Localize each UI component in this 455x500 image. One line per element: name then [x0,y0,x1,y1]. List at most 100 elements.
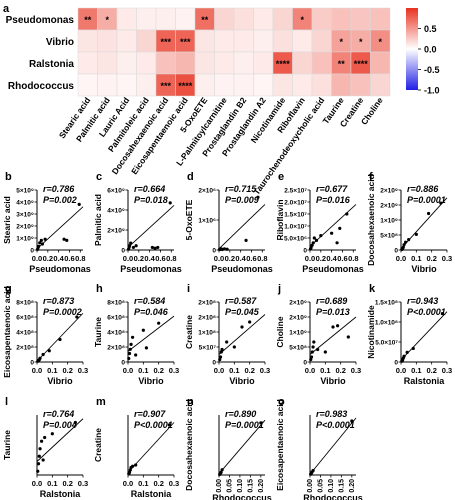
heatmap-cell [97,51,118,75]
heatmap-cell [272,29,293,53]
y-tick-label: 1×10⁹ [16,236,34,243]
x-tick-label: 0.10 [328,479,335,493]
heatmap-cell [253,51,274,75]
y-axis-label: Choline [275,316,285,347]
data-point [309,355,314,359]
y-tick-label: 2×10⁹ [289,315,307,322]
x-tick-label: 0.6 [155,254,165,263]
heatmap-cell [136,29,157,53]
regression-line [400,197,448,249]
data-point [128,347,132,351]
heatmap-cell [136,51,157,75]
y-tick-label: 5×10⁷ [199,345,217,352]
heatmap-cell [175,7,196,31]
significance-mark: ** [201,15,209,25]
panel-label: b [5,171,12,183]
x-tick-label: 0.1 [47,366,57,375]
heatmap-cell [331,73,352,97]
data-point [323,350,327,354]
data-point [131,245,136,250]
panel-label: e [278,171,284,183]
regression-line [127,205,175,248]
y-tick-label: 2.5×10⁷ [284,188,307,195]
x-tick-label: 0.6 [337,254,347,263]
data-point [240,325,244,329]
x-tick-label: 0.0 [123,479,133,488]
heatmap-cell [136,7,157,31]
data-point [402,243,406,247]
data-point [77,202,81,206]
y-tick-label: 5×10⁸ [380,233,398,240]
data-point [218,357,222,362]
data-point [256,195,260,199]
x-tick-label: 0.6 [246,254,256,263]
heatmap-cell [370,51,391,75]
heatmap-cell [311,7,332,31]
heatmap-row-label: Rhodococcus [8,81,75,92]
scatter-panel-e: e 0.0 0.2 0.4 0.6 0.8 0 5.0×10⁶ 1.0×10⁷ 1.5×10⁷ 2.… [275,171,364,274]
data-point [312,340,316,344]
heatmap-cell [233,51,254,75]
significance-mark: * [300,15,304,25]
x-tick-label: 0.0 [32,479,42,488]
data-point [225,247,229,251]
x-tick-label: 0.4 [326,254,337,263]
data-point [144,346,148,350]
x-axis-label: Vibrio [411,264,437,274]
p-value: P=0.0001 [407,195,446,205]
x-tick-label: 0.3 [78,479,88,488]
scatter-panel-b: b 0.0 0.2 0.4 0.6 0.8 0 1×10⁹ 2×10⁹ 3×10⁹ 4×10⁹ 5×1… [2,171,91,274]
y-tick-label: 2.0×10⁷ [284,200,307,207]
x-tick-label: 0.0 [214,254,224,263]
significance-mark: ** [84,15,92,25]
heatmap-cell [97,29,118,53]
data-point [310,243,314,247]
x-tick-label: 0.1 [47,479,57,488]
data-point [338,226,342,230]
y-axis-label: Stearic acid [2,196,12,244]
x-tick-label: 0.0 [123,366,133,375]
data-point [244,238,248,242]
data-point [39,238,43,242]
heatmap-cell [311,29,332,53]
y-tick-label: 4×10⁸ [16,330,34,337]
panel-label: n [187,396,194,408]
heatmap-cell [214,73,235,97]
x-tick-label: 0.0 [214,366,224,375]
colorbar-tick-label: 0.5 [424,24,437,34]
data-point [248,320,252,324]
heatmap-cell [194,73,215,97]
heatmap-cell [331,7,352,31]
scatter-panel-h: h 0.0 0.1 0.2 0.3 0 2×10⁸ 4×10⁸ 6×10⁸ 8×10⁸ Vibrio… [93,283,179,386]
heatmap-cell [214,29,235,53]
y-axis-label: Creatine [184,315,194,349]
x-tick-label: 0.2 [316,254,326,263]
scatter-panel-j: j 0.0 0.1 0.2 0.3 0 5×10⁸ 1×10⁹ 2×10⁹ 2×10⁹ Vibrio… [275,283,361,386]
heatmap-cell [233,29,254,53]
heatmap-row-label: Ralstonia [29,59,74,70]
x-axis-label: Pseudomonas [120,264,182,274]
p-value: P<0.0001 [134,420,173,430]
x-tick-label: 0.3 [260,366,270,375]
y-tick-label: 1.0×10⁷ [284,224,307,231]
y-axis-label: Taurine [2,430,12,460]
significance-mark: ** [338,59,346,69]
x-tick-label: 0.0 [396,254,406,263]
data-point [219,470,223,474]
data-point [127,356,131,361]
heatmap-cell [116,73,137,97]
y-axis-label: Creatine [93,428,103,462]
data-point [37,454,41,458]
x-tick-label: 0.2 [62,479,72,488]
y-tick-label: 1.0×10⁸ [375,320,398,327]
p-value: P=0.013 [316,307,350,317]
heatmap-row-label: Pseudomonas [6,15,75,26]
x-tick-label: 0.15 [247,479,254,493]
heatmap-cell [175,51,196,75]
panel-label: a [3,3,10,15]
panel-label: l [5,396,8,408]
x-tick-label: 0.05 [226,479,233,493]
